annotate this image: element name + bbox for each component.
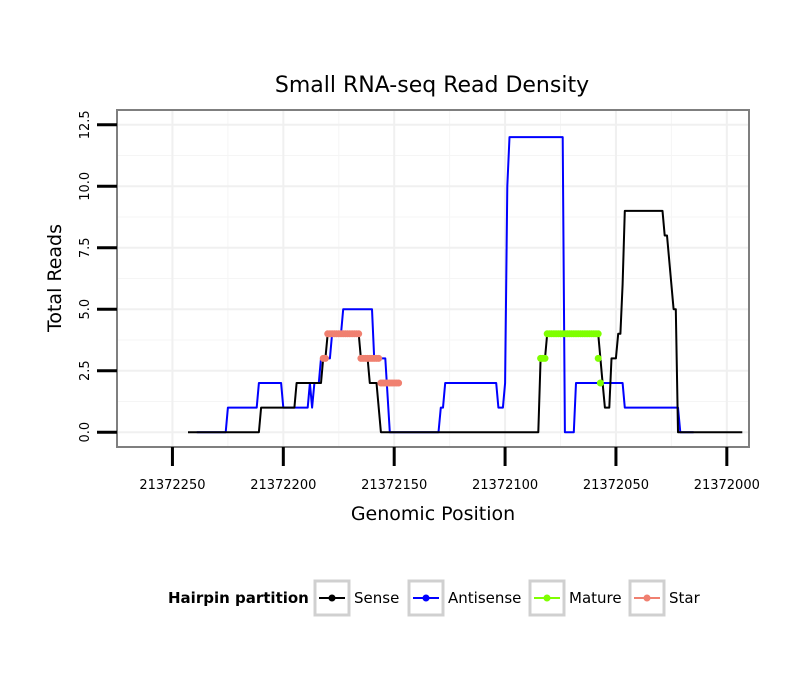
series-layer <box>188 136 743 434</box>
legend-key-point <box>328 594 336 602</box>
x-tick-label: 21372100 <box>472 478 538 493</box>
y-tick-label: 0.0 <box>78 422 93 443</box>
data-point-mature <box>594 330 602 338</box>
y-tick-label: 10.0 <box>78 172 93 201</box>
data-point-mature <box>541 354 549 362</box>
series-mature <box>537 330 604 387</box>
series-antisense <box>196 136 694 434</box>
legend-key-point <box>643 594 651 602</box>
legend-label: Star <box>669 589 701 607</box>
series-line-antisense <box>196 136 694 434</box>
legend-item-sense: Sense <box>313 579 399 617</box>
plot-border <box>116 109 750 448</box>
legend-label: Mature <box>569 589 622 607</box>
x-tick-label: 21372150 <box>361 478 427 493</box>
chart-title: Small RNA-seq Read Density <box>275 73 589 98</box>
legend-title: Hairpin partition <box>168 589 309 607</box>
x-tick-label: 21372200 <box>250 478 316 493</box>
y-tick-label: 12.5 <box>78 110 93 139</box>
data-point-star <box>395 379 403 387</box>
y-tick-label: 2.5 <box>78 360 93 381</box>
data-point-star <box>355 330 363 338</box>
data-point-mature <box>594 354 602 362</box>
x-axis: 21372250 21372200 21372150 21372100 21372050… <box>139 447 760 493</box>
legend-label: Antisense <box>448 589 521 607</box>
data-point-star <box>375 354 383 362</box>
legend-label: Sense <box>354 589 399 607</box>
legend-item-star: Star <box>628 579 701 617</box>
legend-item-antisense: Antisense <box>407 579 521 617</box>
x-axis-label: Genomic Position <box>351 503 515 525</box>
x-tick-label: 21372050 <box>583 478 649 493</box>
y-axis-label: Total Reads <box>44 224 66 333</box>
legend: Hairpin partition Sense Antisense Mature St… <box>168 579 701 617</box>
y-axis: 0.0 2.5 5.0 7.5 10.0 12.5 <box>78 110 117 443</box>
y-tick-label: 7.5 <box>78 237 93 258</box>
y-tick-label: 5.0 <box>78 299 93 320</box>
series-star <box>319 330 403 387</box>
x-tick-label: 21372250 <box>139 478 205 493</box>
legend-item-mature: Mature <box>528 579 622 617</box>
data-point-mature <box>596 379 604 387</box>
legend-key-point <box>422 594 430 602</box>
x-tick-label: 21372000 <box>694 478 760 493</box>
data-point-star <box>321 354 329 362</box>
legend-key-point <box>543 594 551 602</box>
